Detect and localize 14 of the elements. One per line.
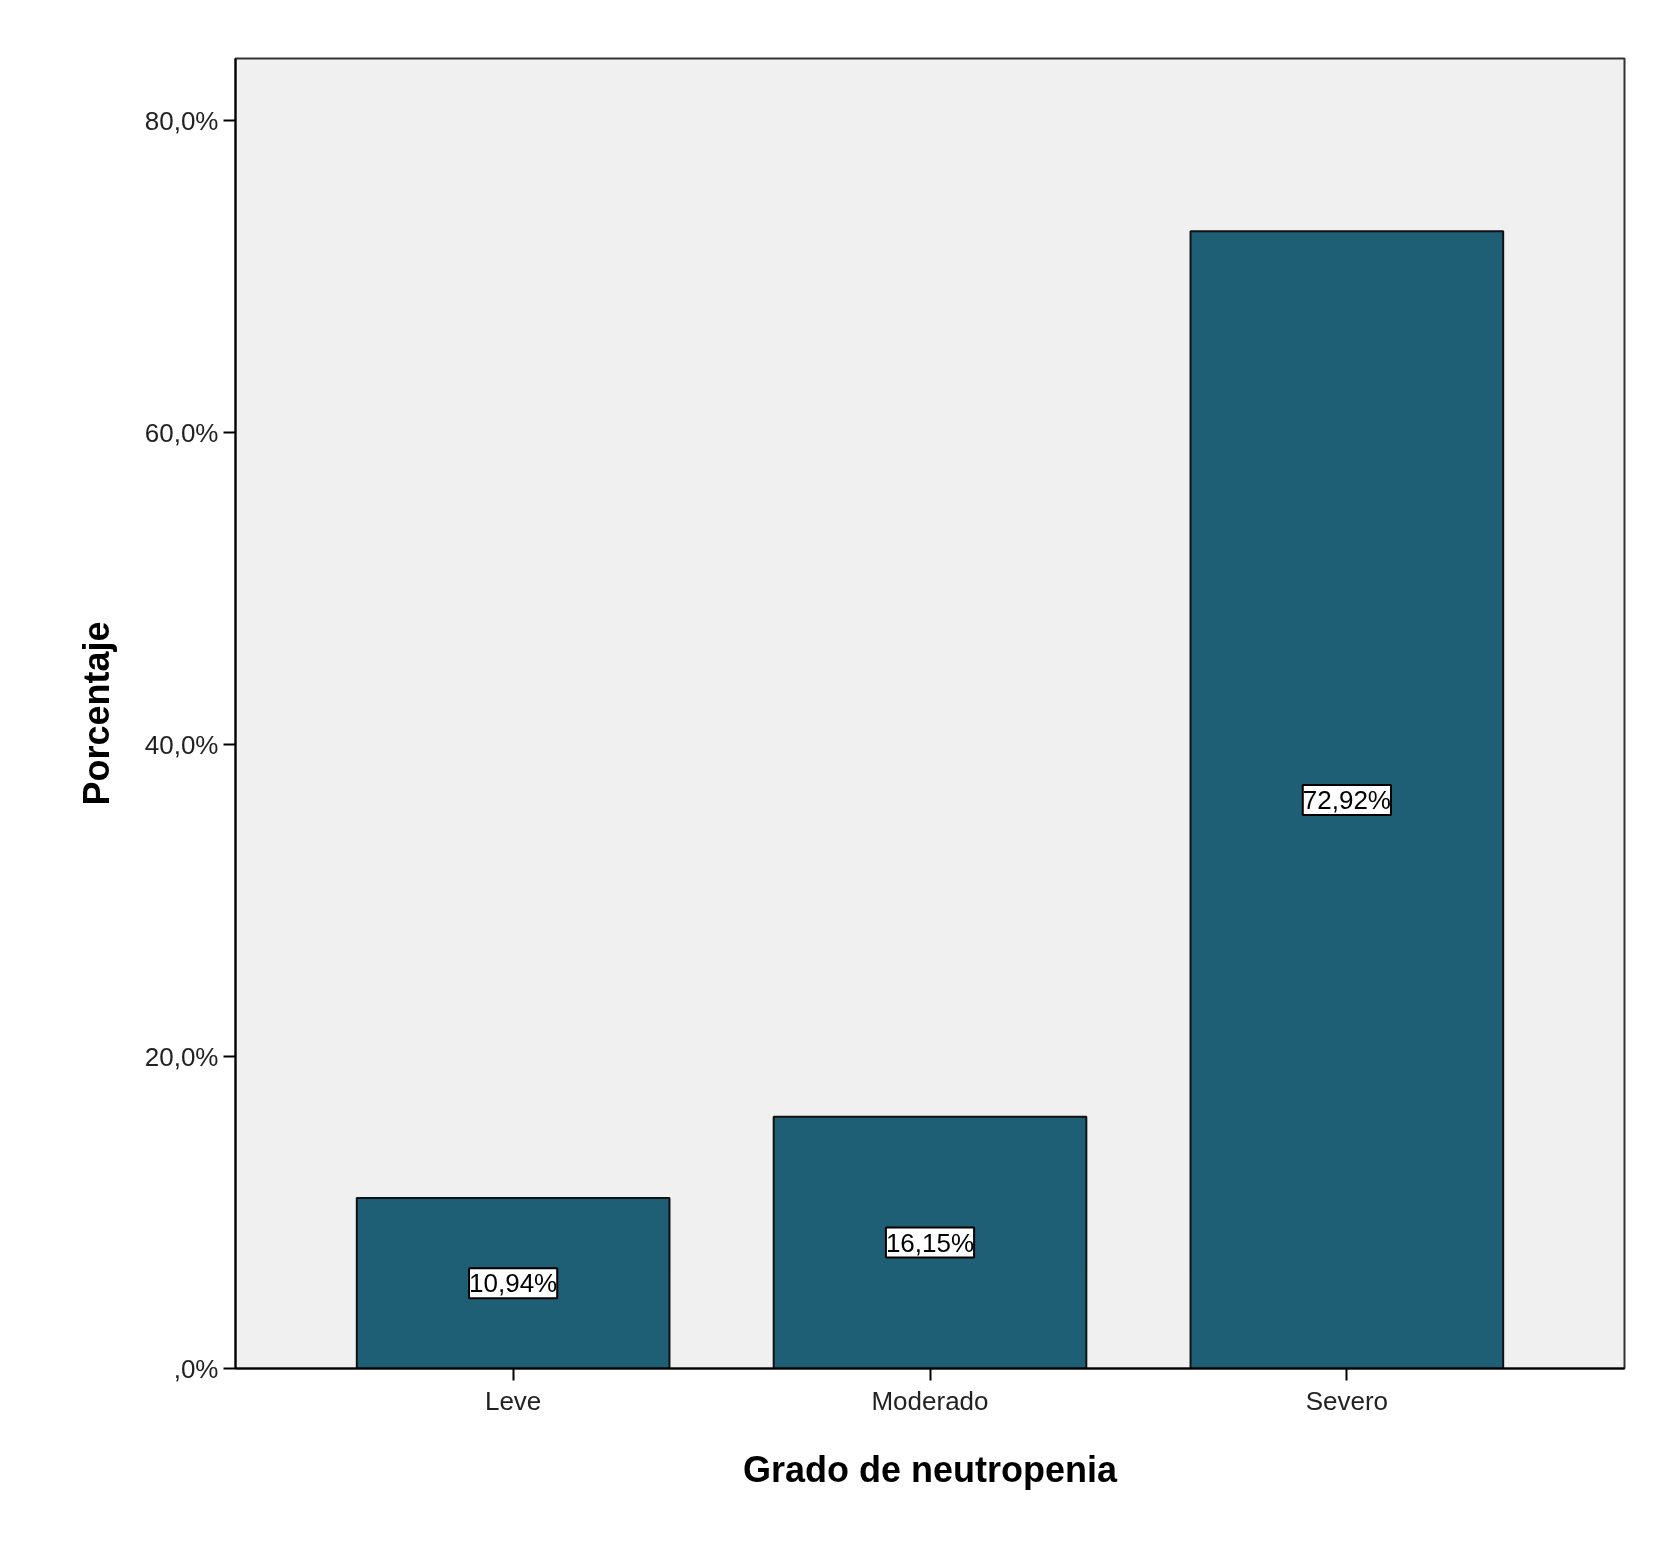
y-tick-label: 40,0%: [144, 729, 219, 760]
y-tick-label: 80,0%: [144, 105, 219, 136]
y-axis-title: Porcentaje: [75, 621, 117, 806]
bar: [355, 1196, 671, 1369]
data-label: 72,92%: [1302, 784, 1391, 815]
x-tick-label: Severo: [1305, 1385, 1389, 1416]
bar: [1189, 230, 1505, 1369]
bar: [772, 1115, 1088, 1369]
y-tick-label: 20,0%: [144, 1041, 219, 1072]
x-axis-title: Grado de neutropenia: [742, 1448, 1118, 1490]
x-tick-label: Leve: [484, 1385, 542, 1416]
y-tick-label: ,0%: [173, 1353, 219, 1384]
x-tick-label: Moderado: [871, 1385, 989, 1416]
y-tick-label: 60,0%: [144, 417, 219, 448]
